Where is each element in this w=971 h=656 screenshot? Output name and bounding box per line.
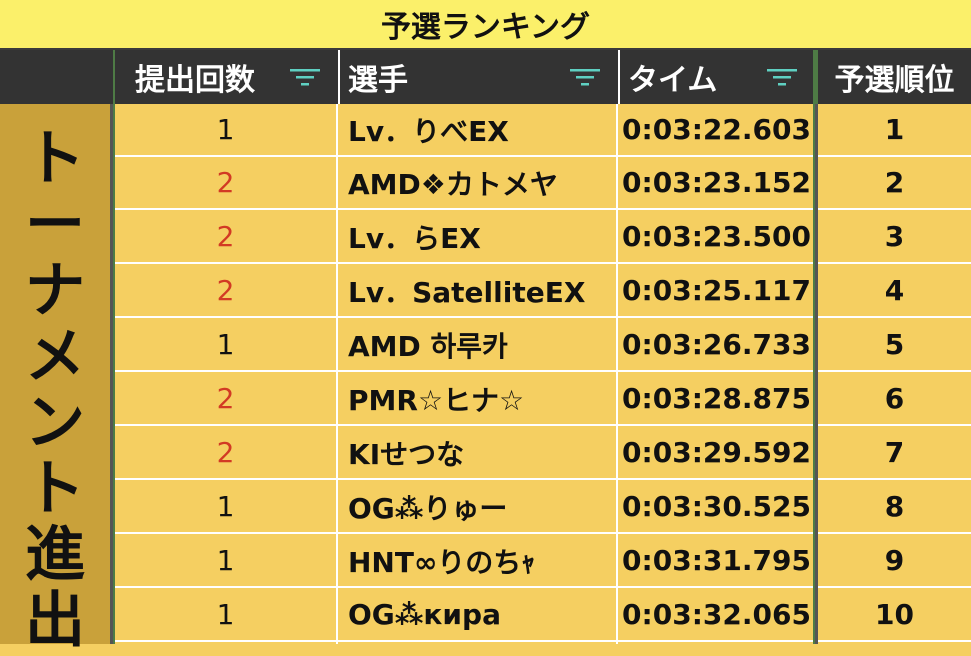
rank-cell: 1 (818, 104, 971, 157)
submission-count: 1 (216, 490, 235, 523)
rank-cell: 10 (818, 589, 971, 642)
header-submissions[interactable]: 提出回数 (113, 50, 338, 104)
table-row[interactable]: 2 Lv．らEX 0:03:23.500 (113, 211, 815, 264)
lap-time: 0:03:29.592 (622, 436, 811, 469)
side-char: ナ (25, 256, 85, 326)
player-name: OG⁂кира (348, 598, 501, 631)
submission-count: 2 (216, 436, 235, 469)
lap-time: 0:03:32.065 (622, 598, 811, 631)
submission-count: 1 (216, 328, 235, 361)
tournament-advance-label: ト ー ナ メ ン ト 進 出 (0, 104, 113, 654)
side-char: ト (25, 124, 85, 194)
table-row[interactable]: 1 HNT∞りのちｬ 0:03:31.795 (113, 535, 815, 588)
side-text: ト ー ナ メ ン ト 進 出 (0, 126, 110, 654)
player-name: AMD 하루카 (348, 329, 508, 363)
player-name: Lv．SatelliteEX (348, 275, 586, 309)
player-name: HNT∞りのちｬ (348, 545, 536, 579)
lap-time: 0:03:30.525 (622, 490, 811, 523)
table-row[interactable]: 1 OG⁂りゅー 0:03:30.525 (113, 481, 815, 534)
submission-count: 2 (216, 274, 235, 307)
lap-time: 0:03:26.733 (622, 328, 811, 361)
header-submissions-label: 提出回数 (135, 63, 255, 98)
header-rank[interactable]: 予選順位 (815, 50, 971, 104)
player-name: Lv．らEX (348, 221, 481, 255)
column-divider (336, 104, 338, 644)
header-empty-cell (0, 50, 113, 104)
side-char: ト (25, 454, 85, 524)
lap-time: 0:03:28.875 (622, 382, 811, 415)
column-divider (616, 104, 618, 644)
page-title: 予選ランキング (0, 0, 971, 50)
rank-cell: 5 (818, 319, 971, 372)
lap-time: 0:03:25.117 (622, 274, 811, 307)
rank-cell: 6 (818, 373, 971, 426)
rank-cell: 8 (818, 481, 971, 534)
lap-time: 0:03:31.795 (622, 544, 811, 577)
submission-count: 2 (216, 166, 235, 199)
rank-cell: 9 (818, 535, 971, 588)
side-char: ー (25, 190, 85, 260)
player-name: AMD❖カトメヤ (348, 167, 558, 201)
filter-icon[interactable] (290, 67, 320, 87)
table-row[interactable]: 2 AMD❖カトメヤ 0:03:23.152 (113, 157, 815, 210)
rank-cell: 4 (818, 265, 971, 318)
submission-count: 1 (216, 113, 235, 146)
side-char: メ (25, 322, 85, 392)
header-player[interactable]: 選手 (338, 50, 618, 104)
filter-icon[interactable] (767, 67, 797, 87)
ranking-table: 1 Lv．りべEX 0:03:22.603 2 AMD❖カトメヤ 0:03:23… (113, 104, 815, 644)
header-time-label: タイム (628, 63, 718, 98)
player-name: OG⁂りゅー (348, 491, 508, 525)
header-time[interactable]: タイム (618, 50, 815, 104)
rank-cell: 3 (818, 211, 971, 264)
rank-cell: 7 (818, 427, 971, 480)
table-row[interactable]: 2 PMR☆ヒナ☆ 0:03:28.875 (113, 373, 815, 426)
table-header: 提出回数 選手 タイム 予選順位 (0, 50, 971, 104)
filter-icon[interactable] (570, 67, 600, 87)
table-row[interactable]: 1 AMD 하루카 0:03:26.733 (113, 319, 815, 372)
header-player-label: 選手 (348, 63, 408, 98)
player-name: Lv．りべEX (348, 114, 509, 148)
side-char: ン (25, 388, 85, 458)
side-char: 進 (25, 520, 85, 590)
player-name: KIせつな (348, 437, 465, 471)
table-row[interactable]: 2 KIせつな 0:03:29.592 (113, 427, 815, 480)
rank-cell: 2 (818, 157, 971, 210)
player-name: PMR☆ヒナ☆ (348, 383, 525, 417)
table-row[interactable]: 1 OG⁂кира 0:03:32.065 (113, 589, 815, 642)
table-row[interactable]: 1 Lv．りべEX 0:03:22.603 (113, 104, 815, 157)
submission-count: 1 (216, 598, 235, 631)
side-char: 出 (25, 586, 85, 656)
header-rank-label: 予選順位 (834, 63, 955, 98)
table-row[interactable]: 2 Lv．SatelliteEX 0:03:25.117 (113, 265, 815, 318)
lap-time: 0:03:23.152 (622, 166, 811, 199)
submission-count: 1 (216, 544, 235, 577)
rank-column: 1 2 3 4 5 6 7 8 9 10 (815, 104, 971, 644)
lap-time: 0:03:23.500 (622, 220, 811, 253)
submission-count: 2 (216, 382, 235, 415)
lap-time: 0:03:22.603 (622, 113, 811, 146)
submission-count: 2 (216, 220, 235, 253)
